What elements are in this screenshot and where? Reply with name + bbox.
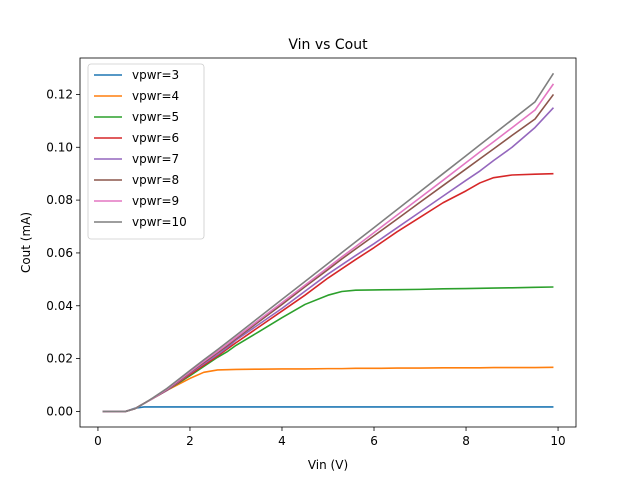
legend-label: vpwr=9 xyxy=(132,194,179,208)
x-tick-label: 0 xyxy=(94,434,102,448)
y-axis-ticks: 0.00 0.02 0.04 0.06 0.08 0.10 0.12 xyxy=(46,87,80,418)
legend-box xyxy=(87,63,205,240)
plot-area xyxy=(102,72,555,413)
y-tick-label: 0.06 xyxy=(46,246,73,260)
y-tick-label: 0.00 xyxy=(46,404,73,418)
chart-title: Vin vs Cout xyxy=(288,37,368,53)
series-line-1 xyxy=(102,406,554,413)
y-tick-label: 0.02 xyxy=(46,352,73,366)
x-tick-label: 10 xyxy=(550,434,565,448)
legend-label: vpwr=3 xyxy=(132,68,179,82)
x-tick-label: 6 xyxy=(370,434,378,448)
y-tick-label: 0.04 xyxy=(46,299,73,313)
x-axis-label: Vin (V) xyxy=(308,458,348,472)
x-tick-label: 4 xyxy=(278,434,286,448)
y-tick-label: 0.12 xyxy=(46,87,73,101)
y-tick-label: 0.08 xyxy=(46,193,73,207)
legend: vpwr=3 vpwr=4 vpwr=5 vpwr=6 vpwr=7 vpwr=8 vpwr… xyxy=(87,63,205,240)
legend-label: vpwr=6 xyxy=(132,131,179,145)
series-line-8 xyxy=(102,72,555,413)
axes-frame xyxy=(79,57,577,428)
y-axis-label: Cout (mA) xyxy=(19,212,33,273)
y-tick-label: 0.10 xyxy=(46,140,73,154)
legend-label: vpwr=10 xyxy=(132,215,187,229)
x-tick-label: 8 xyxy=(462,434,470,448)
x-tick-label: 2 xyxy=(186,434,194,448)
legend-label: vpwr=4 xyxy=(132,89,179,103)
x-axis-ticks: 0 2 4 6 8 10 xyxy=(94,427,566,448)
legend-label: vpwr=5 xyxy=(132,110,179,124)
legend-label: vpwr=7 xyxy=(132,152,179,166)
legend-label: vpwr=8 xyxy=(132,173,179,187)
